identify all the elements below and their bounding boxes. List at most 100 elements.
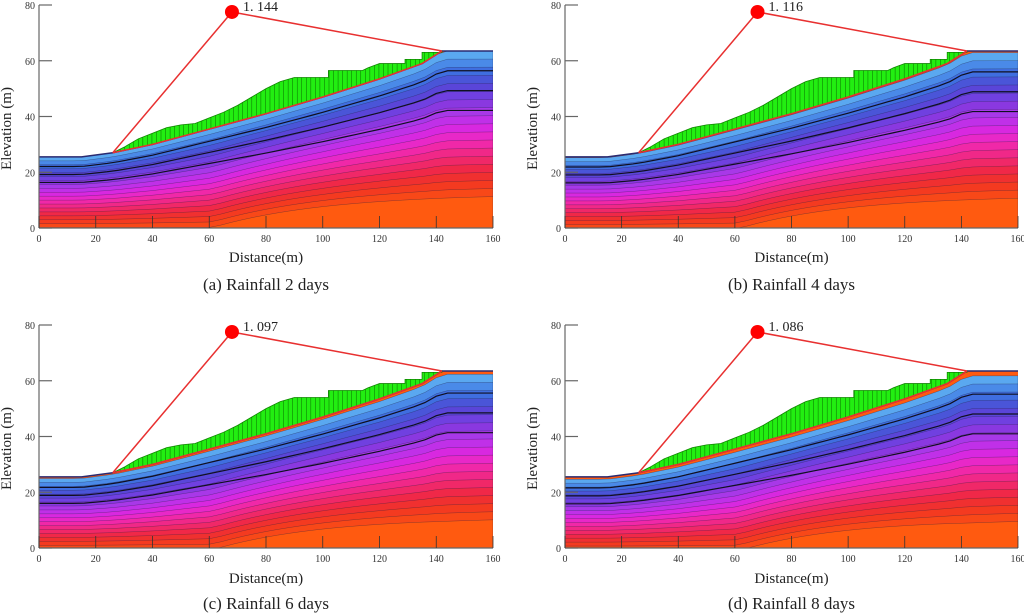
x-tick-label: 40 <box>148 234 158 245</box>
panel-c: 1. 097 0 20 40 60 80 0 20 40 60 80 100 120 140 160 Dist… <box>0 320 501 613</box>
radius-line-left <box>638 11 759 154</box>
y-tick-label: 60 <box>551 57 561 68</box>
slip-surface <box>638 50 968 154</box>
slope-body <box>39 50 493 229</box>
radius-line-left <box>112 11 233 154</box>
panel-caption: (a) Rainfall 2 days <box>203 275 329 294</box>
panel-d: 1. 086 0 20 40 60 80 0 20 40 60 80 100 120 140 160 Dist… <box>525 320 1024 613</box>
y-axis-title: Elevation (m) <box>0 407 15 490</box>
x-tick-label: 20 <box>91 234 101 245</box>
x-tick-label: 120 <box>897 554 912 565</box>
slope-body <box>565 370 1018 548</box>
y-tick-label: 80 <box>551 1 561 12</box>
x-tick-label: 60 <box>204 554 214 565</box>
radius-line-right <box>231 331 443 372</box>
x-tick-label: 160 <box>486 554 501 565</box>
y-tick-label: 60 <box>25 57 35 68</box>
radius-line-right <box>757 331 968 372</box>
x-tick-label: 60 <box>204 234 214 245</box>
contour-line <box>565 91 1018 176</box>
x-tick-label: 0 <box>37 554 42 565</box>
slip-surface <box>638 370 968 474</box>
y-tick-label: 0 <box>30 224 35 235</box>
slip-surface <box>112 50 443 154</box>
y-axis-title: Elevation (m) <box>525 87 541 170</box>
x-tick-label: 100 <box>841 234 856 245</box>
x-tick-label: 140 <box>954 234 969 245</box>
x-tick-label: 140 <box>429 554 444 565</box>
x-tick-label: 80 <box>261 234 271 245</box>
slope-body <box>39 370 493 548</box>
radius-line-right <box>757 11 968 52</box>
contour-line <box>565 413 1018 497</box>
y-axis-title: Elevation (m) <box>525 407 541 490</box>
y-tick-label: 40 <box>25 113 35 124</box>
x-axis-title: Distance(m) <box>229 250 303 266</box>
x-tick-label: 160 <box>486 234 501 245</box>
x-tick-label: 80 <box>787 234 797 245</box>
factor-of-safety-label: 1. 116 <box>769 0 803 15</box>
x-tick-label: 160 <box>1011 554 1024 565</box>
x-tick-label: 0 <box>37 234 42 245</box>
factor-of-safety-label: 1. 086 <box>769 320 804 335</box>
slope-body <box>565 50 1018 229</box>
x-tick-label: 80 <box>787 554 797 565</box>
y-tick-label: 0 <box>556 544 561 555</box>
x-axis-title: Distance(m) <box>754 571 828 587</box>
x-tick-label: 140 <box>954 554 969 565</box>
contour-line <box>565 71 1018 168</box>
x-tick-label: 100 <box>315 234 330 245</box>
x-tick-label: 40 <box>673 234 683 245</box>
x-tick-label: 40 <box>148 554 158 565</box>
x-tick-label: 160 <box>1011 234 1024 245</box>
x-tick-label: 60 <box>730 234 740 245</box>
x-axis-title: Distance(m) <box>754 250 828 266</box>
y-axis-title: Elevation (m) <box>0 87 15 170</box>
x-tick-label: 20 <box>91 554 101 565</box>
y-tick-label: 80 <box>25 1 35 12</box>
contour-line <box>39 432 493 504</box>
x-tick-label: 20 <box>617 554 627 565</box>
y-tick-label: 20 <box>25 488 35 499</box>
contour-line <box>39 109 493 184</box>
x-tick-label: 140 <box>429 234 444 245</box>
contour-line <box>565 433 1018 505</box>
panel-caption: (b) Rainfall 4 days <box>728 275 855 294</box>
x-tick-label: 120 <box>897 234 912 245</box>
y-tick-label: 20 <box>25 168 35 179</box>
panel-b: 1. 116 0 20 40 60 80 0 20 40 60 80 100 120 140 160 Dist… <box>525 0 1024 294</box>
factor-of-safety-label: 1. 097 <box>243 320 278 335</box>
panel-a: 1. 144 0 20 40 60 80 0 20 40 60 80 100 120 140 160 Dist… <box>0 0 501 294</box>
x-tick-label: 40 <box>673 554 683 565</box>
contour-line <box>39 412 493 497</box>
x-tick-label: 80 <box>261 554 271 565</box>
y-tick-label: 40 <box>551 433 561 444</box>
y-tick-label: 60 <box>551 377 561 388</box>
x-tick-label: 120 <box>372 554 387 565</box>
slip-center-dot <box>224 324 239 339</box>
contour-line <box>565 393 1018 489</box>
panel-caption: (c) Rainfall 6 days <box>203 594 329 613</box>
x-tick-label: 100 <box>841 554 856 565</box>
slip-surface <box>112 370 443 474</box>
slip-center-dot <box>224 4 239 19</box>
x-tick-label: 0 <box>563 234 568 245</box>
x-tick-label: 20 <box>617 234 627 245</box>
y-tick-label: 80 <box>551 321 561 332</box>
y-tick-label: 20 <box>551 488 561 499</box>
slip-center-dot <box>750 324 765 339</box>
x-tick-label: 60 <box>730 554 740 565</box>
radius-line-left <box>638 331 759 474</box>
y-tick-label: 60 <box>25 377 35 388</box>
y-tick-label: 0 <box>556 224 561 235</box>
factor-of-safety-label: 1. 144 <box>243 0 278 15</box>
y-tick-label: 40 <box>25 433 35 444</box>
y-tick-label: 0 <box>30 544 35 555</box>
y-tick-label: 20 <box>551 168 561 179</box>
radius-line-right <box>231 11 443 52</box>
contour-line <box>39 89 493 176</box>
x-tick-label: 0 <box>563 554 568 565</box>
y-tick-label: 80 <box>25 321 35 332</box>
x-tick-label: 120 <box>372 234 387 245</box>
y-tick-label: 40 <box>551 113 561 124</box>
